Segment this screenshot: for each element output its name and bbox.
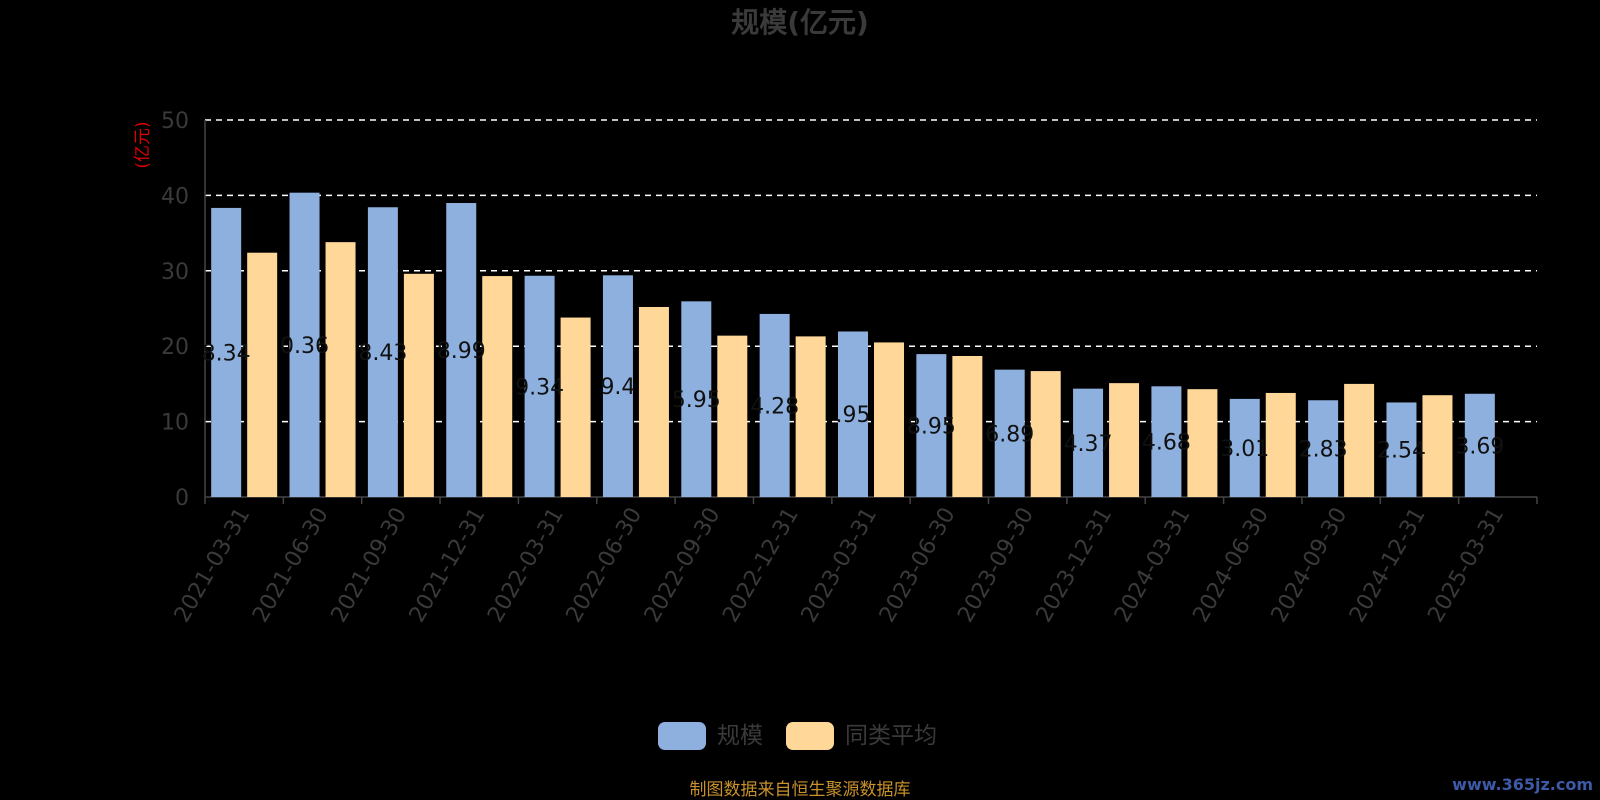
- legend-label-series-2[interactable]: 同类平均: [845, 723, 937, 749]
- x-tick-label: 2022-03-31: [483, 504, 569, 627]
- bar-scale[interactable]: [838, 331, 868, 497]
- x-tick-label: 2021-09-30: [326, 503, 412, 626]
- bar-scale[interactable]: [211, 207, 242, 498]
- bar-scale[interactable]: [289, 192, 320, 497]
- x-tick-label: 2022-09-30: [640, 504, 726, 627]
- bar-value-label: 3.01: [1220, 437, 1269, 462]
- x-tick-label: 2022-06-30: [562, 504, 648, 627]
- bar-value-label: 0.36: [280, 334, 329, 359]
- bar-value-label: 2.54: [1377, 439, 1426, 464]
- bar-scale[interactable]: [1073, 388, 1104, 497]
- x-tick-label: 2021-12-31: [405, 504, 491, 627]
- y-tick-label: 40: [161, 184, 189, 209]
- bar-value-label: 9.4: [600, 375, 635, 400]
- bar-value-label: 2.83: [1299, 438, 1348, 463]
- bar-category-average[interactable]: [952, 356, 983, 497]
- bar-scale[interactable]: [524, 275, 555, 497]
- x-tick-label: 2022-12-31: [718, 504, 804, 627]
- bar-category-average[interactable]: [1265, 392, 1296, 497]
- bar-scale[interactable]: [681, 301, 712, 497]
- bar-category-average[interactable]: [1109, 383, 1140, 497]
- bar-scale[interactable]: [446, 203, 477, 498]
- bar-category-average[interactable]: [560, 317, 591, 497]
- bar-scale[interactable]: [1464, 393, 1495, 497]
- bar-category-average[interactable]: [1344, 383, 1375, 497]
- bar-value-label: 8.34: [202, 341, 251, 366]
- data-labels: 8.34 0.36 8.43 8.99 9.34 9.4 5.95 4.28 .95 8.95 6.…: [202, 334, 1505, 464]
- x-tick-label: 2023-06-30: [875, 504, 961, 627]
- bar-scale[interactable]: [1386, 402, 1417, 497]
- bars: [211, 192, 1495, 498]
- x-tick-label: 2023-09-30: [953, 504, 1039, 627]
- x-tick-label: 2023-12-31: [1032, 504, 1118, 627]
- legend-swatch-series-2[interactable]: [786, 722, 834, 750]
- y-tick-label: 20: [161, 335, 189, 360]
- legend-label-series-1[interactable]: 规模: [717, 723, 763, 749]
- watermark: www.365jz.com: [1452, 775, 1593, 794]
- bar-category-average[interactable]: [1187, 389, 1218, 497]
- bar-category-average[interactable]: [1422, 395, 1453, 497]
- bar-value-label: 9.34: [515, 375, 564, 400]
- bar-category-average[interactable]: [1030, 371, 1061, 497]
- y-tick-label: 10: [161, 411, 189, 436]
- bar-value-label: 4.28: [750, 394, 799, 419]
- x-tick-label: 2024-12-31: [1345, 504, 1431, 627]
- bar-value-label: .95: [836, 403, 871, 428]
- source-note: 制图数据来自恒生聚源数据库: [690, 780, 911, 800]
- bar-category-average[interactable]: [795, 336, 826, 497]
- x-tick-label: 2023-03-31: [797, 504, 883, 627]
- bar-value-label: 3.69: [1455, 434, 1504, 459]
- bar-value-label: 8.99: [437, 339, 486, 364]
- x-tick-label: 2025-03-31: [1423, 504, 1509, 627]
- y-tick-label: 0: [175, 486, 189, 511]
- x-axis-ticks: 2021-03-312021-06-302021-09-302021-12-31…: [170, 503, 1509, 626]
- y-tick-label: 50: [161, 109, 189, 134]
- legend: 规模 同类平均: [658, 722, 937, 750]
- y-axis-label: (亿元): [133, 121, 153, 168]
- bar-category-average[interactable]: [247, 252, 278, 497]
- bar-scale[interactable]: [759, 313, 790, 497]
- x-tick-label: 2024-09-30: [1267, 504, 1353, 627]
- bar-scale[interactable]: [916, 354, 947, 497]
- bar-scale[interactable]: [994, 369, 1025, 497]
- x-tick-label: 2024-03-31: [1110, 504, 1196, 627]
- bar-scale[interactable]: [1308, 400, 1339, 497]
- bar-scale[interactable]: [1229, 398, 1260, 497]
- bar-category-average[interactable]: [482, 276, 513, 497]
- bar-value-label: 4.37: [1064, 432, 1113, 457]
- y-tick-label: 30: [161, 260, 189, 285]
- bar-scale[interactable]: [367, 207, 398, 497]
- bar-value-label: 6.89: [985, 422, 1034, 447]
- bar-value-label: 5.95: [672, 388, 721, 413]
- bar-value-label: 8.95: [907, 415, 956, 440]
- bar-value-label: 8.43: [358, 341, 407, 366]
- x-tick-label: 2021-03-31: [170, 504, 256, 627]
- bar-category-average[interactable]: [717, 335, 748, 497]
- legend-swatch-series-1[interactable]: [658, 722, 706, 750]
- bar-value-label: 4.68: [1142, 431, 1191, 456]
- bar-category-average[interactable]: [325, 242, 356, 497]
- y-axis-ticks: 0 10 20 30 40 50: [161, 109, 189, 511]
- bar-category-average[interactable]: [403, 273, 434, 497]
- x-tick-label: 2024-06-30: [1188, 504, 1274, 627]
- x-tick-label: 2021-06-30: [248, 504, 334, 627]
- bar-scale[interactable]: [1151, 386, 1182, 497]
- bar-category-average[interactable]: [874, 342, 904, 497]
- chart-title: 规模(亿元): [731, 6, 869, 39]
- bar-category-average[interactable]: [638, 306, 669, 497]
- bar-scale[interactable]: [602, 275, 633, 497]
